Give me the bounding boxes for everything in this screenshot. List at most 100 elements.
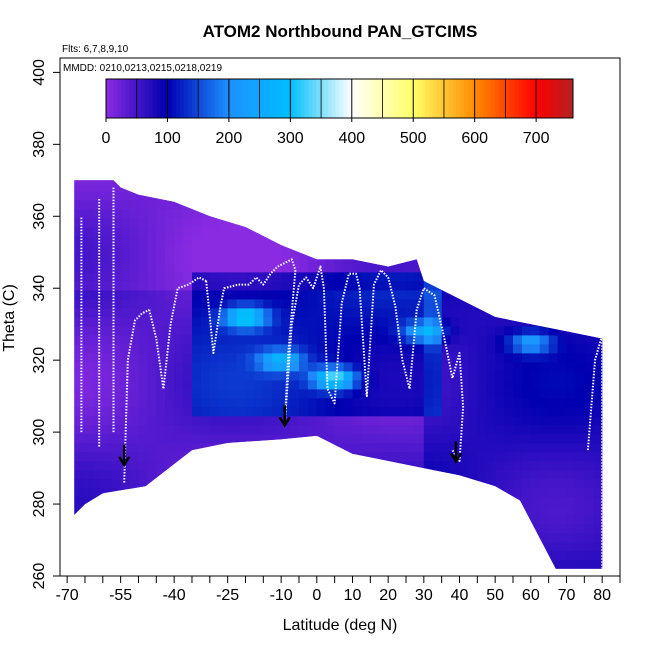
heatmap-cell xyxy=(272,371,282,381)
heatmap-cell xyxy=(138,227,148,237)
heatmap-cell xyxy=(432,218,442,228)
heatmap-cell xyxy=(343,397,353,408)
heatmap-cell xyxy=(209,182,220,192)
heatmap-cell xyxy=(147,281,157,291)
heatmap-cell xyxy=(566,317,576,327)
heatmap-cell xyxy=(183,380,193,390)
heatmap-cell xyxy=(388,397,398,408)
heatmap-cell xyxy=(379,532,389,543)
heatmap-cell xyxy=(388,433,398,444)
heatmap-cell xyxy=(388,236,398,246)
heatmap-cell xyxy=(245,245,255,255)
heatmap-cell xyxy=(263,281,273,291)
heatmap-cell xyxy=(468,281,478,291)
heatmap-cell xyxy=(307,397,318,408)
heatmap-cell xyxy=(200,299,211,309)
heatmap-cell xyxy=(254,263,264,273)
heatmap-cell xyxy=(566,200,576,210)
colorbar-segment xyxy=(129,79,134,118)
heatmap-cell xyxy=(530,487,541,498)
heatmap-cell xyxy=(245,433,255,444)
heatmap-cell xyxy=(85,460,95,471)
heatmap-cell xyxy=(254,505,264,516)
heatmap-cell xyxy=(290,559,300,569)
heatmap-cell xyxy=(120,281,130,291)
heatmap-cell xyxy=(76,263,86,273)
heatmap-cell xyxy=(557,326,567,336)
colorbar-segment xyxy=(397,79,403,118)
heatmap-cell xyxy=(584,505,594,516)
heatmap-cell xyxy=(120,191,130,201)
heatmap-cell xyxy=(218,290,228,300)
heatmap-cell xyxy=(521,245,532,255)
heatmap-cell xyxy=(423,299,434,309)
heatmap-cell xyxy=(513,478,523,489)
heatmap-cell xyxy=(513,433,523,444)
heatmap-cell xyxy=(441,335,451,345)
colorbar-tick-label: 200 xyxy=(216,130,243,147)
heatmap-cell xyxy=(325,397,335,408)
heatmap-cell xyxy=(236,388,246,399)
heatmap-cell xyxy=(254,290,264,300)
heatmap-cell xyxy=(477,245,487,255)
heatmap-cell xyxy=(218,317,228,327)
heatmap-cell xyxy=(495,200,505,210)
heatmap-cell xyxy=(468,191,478,201)
heatmap-cell xyxy=(218,514,228,525)
heatmap-cell xyxy=(548,514,558,525)
heatmap-cell xyxy=(236,380,246,390)
heatmap-cell xyxy=(486,254,496,264)
heatmap-cell xyxy=(450,227,460,237)
heatmap-cell xyxy=(200,326,211,336)
heatmap-cell xyxy=(388,335,398,345)
heatmap-cell xyxy=(530,254,541,264)
heatmap-cell xyxy=(593,397,603,408)
heatmap-cell xyxy=(245,496,255,507)
heatmap-cell xyxy=(477,344,487,354)
heatmap-cell xyxy=(602,424,603,435)
y-tick-label: 260 xyxy=(31,563,48,590)
heatmap-cell xyxy=(513,469,523,480)
heatmap-cell xyxy=(245,442,255,453)
heatmap-cell xyxy=(397,505,407,516)
heatmap-cell xyxy=(209,433,220,444)
heatmap-cell xyxy=(334,433,344,444)
heatmap-cell xyxy=(539,424,549,435)
heatmap-cell xyxy=(468,505,478,516)
heatmap-cell xyxy=(263,541,273,552)
heatmap-cell xyxy=(236,182,246,192)
heatmap-cell xyxy=(200,191,211,201)
heatmap-cell xyxy=(361,406,371,417)
colorbar-segment xyxy=(471,79,477,118)
heatmap-cell xyxy=(227,263,237,273)
heatmap-cell xyxy=(245,514,255,525)
heatmap-cell xyxy=(218,236,228,246)
heatmap-cell xyxy=(486,191,496,201)
heatmap-cell xyxy=(93,451,104,462)
heatmap-cell xyxy=(272,254,282,264)
x-tick-label: -25 xyxy=(216,587,239,604)
colorbar-segment xyxy=(335,79,340,118)
heatmap-cell xyxy=(281,326,291,336)
heatmap-cell xyxy=(414,191,425,201)
heatmap-cell xyxy=(316,424,327,435)
heatmap-cell xyxy=(495,362,505,372)
heatmap-cell xyxy=(575,514,585,525)
heatmap-cell xyxy=(174,496,184,507)
heatmap-cell xyxy=(138,335,148,345)
heatmap-cell xyxy=(432,290,442,300)
heatmap-cell xyxy=(521,415,532,426)
heatmap-cell xyxy=(263,397,273,408)
heatmap-cell xyxy=(450,254,460,264)
heatmap-cell xyxy=(602,272,603,282)
heatmap-cell xyxy=(459,281,469,291)
heatmap-cell xyxy=(352,550,362,561)
heatmap-cell xyxy=(138,326,148,336)
heatmap-cell xyxy=(120,290,130,300)
heatmap-cell xyxy=(74,397,77,408)
colorbar-segment xyxy=(537,79,543,118)
heatmap-cell xyxy=(593,371,603,381)
heatmap-cell xyxy=(468,236,478,246)
heatmap-cell xyxy=(325,550,335,561)
